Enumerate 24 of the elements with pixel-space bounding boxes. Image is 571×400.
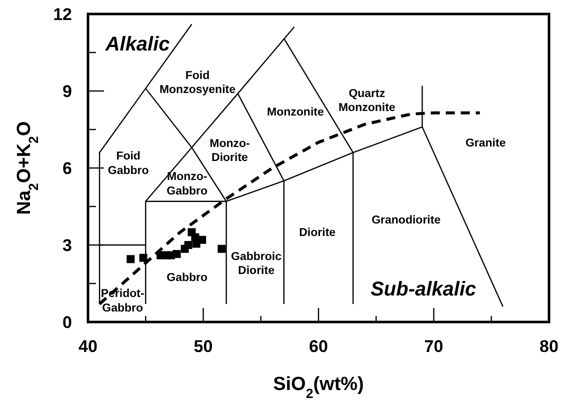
annotation: Gabbroic Diorite [231, 250, 282, 278]
annotation: Sub-alkalic [370, 278, 476, 301]
y-tick-label: 0 [62, 313, 72, 332]
annotation: Gabbro [166, 272, 208, 284]
x-tick-label: 80 [540, 337, 558, 356]
annotation: Monzo- Gabbro [166, 171, 208, 198]
y-tick-label: 9 [62, 82, 72, 101]
x-tick-label: 70 [424, 337, 444, 356]
annotation: Granodiorite [372, 214, 441, 226]
annotation: Monzonite [267, 106, 324, 119]
y-tick-label: 3 [62, 236, 72, 255]
annotation: Granite [465, 137, 506, 150]
y-tick-label: 12 [53, 5, 72, 24]
y-tick-label: 6 [62, 159, 72, 178]
annotation: Alkalic [104, 34, 170, 56]
annotation: Diorite [299, 227, 336, 240]
x-tick-label: 50 [194, 337, 213, 356]
x-tick-label: 40 [78, 337, 98, 356]
annotation: Quartz Monzonite [338, 88, 396, 114]
annotation: Foid Monzosyenite [159, 70, 236, 96]
annotation: Foid Gabbro [108, 150, 149, 178]
x-tick-label: 60 [309, 337, 328, 356]
x-axis-title: SiO$_{2}$(wt%) [273, 374, 364, 400]
annotation: Monzo- Diorite [210, 138, 250, 164]
